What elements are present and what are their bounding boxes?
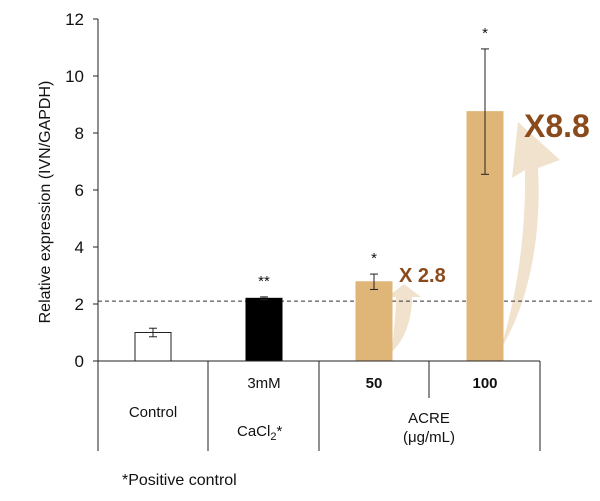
table-label-acre-unit: (μg/mL) xyxy=(403,429,455,446)
category-table: Control 3mM 50 100 CaCl2* ACRE (μg/mL) *Positiv… xyxy=(97,360,541,489)
table-label-cacl2-dose: 3mM xyxy=(247,375,280,392)
significance-mark: ** xyxy=(258,273,270,290)
y-tick-label: 10 xyxy=(65,67,84,86)
bars xyxy=(134,48,504,362)
cacl2-mark: * xyxy=(276,423,282,440)
y-tick-label: 4 xyxy=(75,238,84,257)
table-label-acre-dose: 50 xyxy=(366,375,383,392)
y-tick-label: 8 xyxy=(75,124,84,143)
y-tick-label: 0 xyxy=(75,352,84,371)
y-tick-label: 12 xyxy=(65,10,84,29)
axes: 0 2 4 6 8 10 12 Relative expression (IVN/GAPDH) xyxy=(37,10,592,371)
table-label-acre: ACRE xyxy=(408,410,450,427)
fold-label: X 2.8 xyxy=(399,265,446,287)
cacl2-subscript: 2 xyxy=(270,431,276,443)
bar xyxy=(355,281,393,362)
significance-mark: * xyxy=(371,250,377,267)
y-tick-label: 2 xyxy=(75,295,84,314)
fold-arrows xyxy=(387,122,560,352)
labels: ****X 2.8X8.8 xyxy=(258,25,590,290)
bar xyxy=(245,297,283,362)
significance-mark: * xyxy=(482,25,488,42)
y-tick-label: 6 xyxy=(75,181,84,200)
cacl2-name: CaCl xyxy=(237,423,270,440)
table-label-acre-dose: 100 xyxy=(472,375,497,392)
table-label-cacl2: CaCl2* xyxy=(237,423,282,443)
fold-arrow-large xyxy=(500,122,560,350)
fold-label: X8.8 xyxy=(524,108,590,144)
table-label-control: Control xyxy=(129,404,177,421)
fold-arrow-small xyxy=(387,284,421,352)
footnote: *Positive control xyxy=(122,472,237,489)
y-axis-label: Relative expression (IVN/GAPDH) xyxy=(37,81,54,324)
